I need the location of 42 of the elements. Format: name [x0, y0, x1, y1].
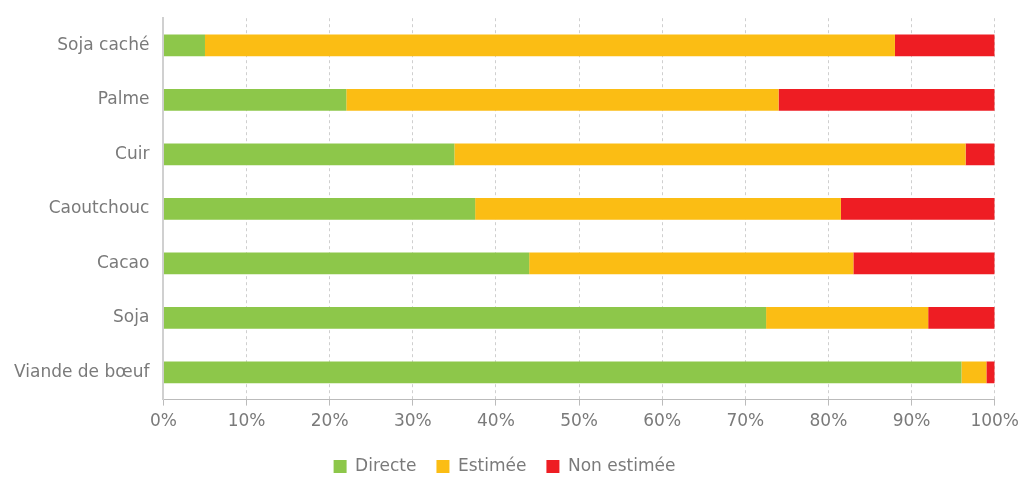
bar — [894, 34, 995, 57]
bar — [961, 361, 987, 384]
legend-label: Non estimée — [567, 454, 676, 475]
y-tick-label: Palme — [97, 88, 150, 109]
x-tick-label: 90% — [892, 410, 931, 431]
x-tick-label: 0% — [149, 410, 177, 431]
bar — [163, 89, 347, 111]
bar — [454, 143, 966, 166]
bar — [475, 198, 841, 220]
bar — [163, 361, 962, 384]
bar — [965, 143, 995, 166]
x-tick-label: 40% — [477, 410, 515, 431]
bar — [163, 306, 767, 329]
bar — [529, 252, 854, 275]
bar — [853, 252, 995, 275]
x-tick-label: 60% — [643, 410, 682, 431]
y-tick-label: Soja caché — [57, 33, 150, 54]
bar — [163, 252, 530, 275]
bar — [163, 198, 476, 220]
bar — [204, 34, 895, 57]
y-tick-label: Viande de bœuf — [14, 360, 151, 381]
x-tick-label: 70% — [726, 410, 765, 431]
bar — [163, 34, 205, 57]
y-tick-label: Cuir — [115, 142, 150, 163]
bar — [986, 361, 995, 384]
bar — [766, 306, 929, 329]
bar — [163, 143, 455, 166]
x-tick-label: 80% — [809, 410, 848, 431]
y-tick-label: Soja — [113, 306, 150, 327]
x-tick-label: 30% — [393, 410, 432, 431]
x-tick-label: 10% — [227, 410, 266, 431]
y-tick-label: Cacao — [96, 251, 150, 272]
x-tick-label: 100% — [970, 410, 1019, 431]
bar — [840, 198, 995, 220]
bar — [346, 89, 779, 111]
x-tick-label: 50% — [560, 410, 598, 431]
x-tick-label: 20% — [310, 410, 349, 431]
legend-label: Estimée — [457, 454, 527, 475]
bar — [928, 306, 995, 329]
y-tick-label: Caoutchouc — [48, 197, 150, 218]
legend-label: Directe — [355, 454, 417, 475]
bar — [778, 89, 995, 111]
